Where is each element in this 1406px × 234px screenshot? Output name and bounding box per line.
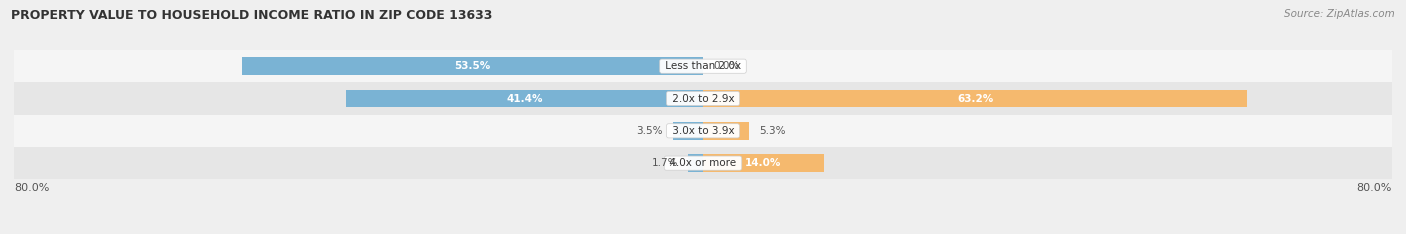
Text: 0.0%: 0.0% [713, 61, 740, 71]
Text: 14.0%: 14.0% [745, 158, 782, 168]
Text: 41.4%: 41.4% [506, 94, 543, 103]
Bar [14, 115, 1392, 147]
Text: 80.0%: 80.0% [1357, 183, 1392, 193]
Bar [14, 82, 1392, 115]
Text: 4.0x or more: 4.0x or more [666, 158, 740, 168]
Bar [346, 90, 703, 107]
Text: 2.0x to 2.9x: 2.0x to 2.9x [669, 94, 737, 103]
Text: Less than 2.0x: Less than 2.0x [662, 61, 744, 71]
Text: PROPERTY VALUE TO HOUSEHOLD INCOME RATIO IN ZIP CODE 13633: PROPERTY VALUE TO HOUSEHOLD INCOME RATIO… [11, 9, 492, 22]
Bar [703, 122, 748, 140]
Text: 53.5%: 53.5% [454, 61, 491, 71]
Legend: Without Mortgage, With Mortgage: Without Mortgage, With Mortgage [578, 229, 828, 234]
Text: 80.0%: 80.0% [14, 183, 49, 193]
Bar [14, 147, 1392, 179]
Bar [689, 154, 703, 172]
Text: 1.7%: 1.7% [651, 158, 678, 168]
Bar [14, 50, 1392, 82]
Text: Source: ZipAtlas.com: Source: ZipAtlas.com [1284, 9, 1395, 19]
Bar [242, 57, 703, 75]
Bar [703, 154, 824, 172]
Bar [673, 122, 703, 140]
Text: 3.0x to 3.9x: 3.0x to 3.9x [669, 126, 737, 136]
Text: 5.3%: 5.3% [759, 126, 786, 136]
Text: 3.5%: 3.5% [636, 126, 662, 136]
Text: 63.2%: 63.2% [957, 94, 993, 103]
Bar [703, 90, 1247, 107]
